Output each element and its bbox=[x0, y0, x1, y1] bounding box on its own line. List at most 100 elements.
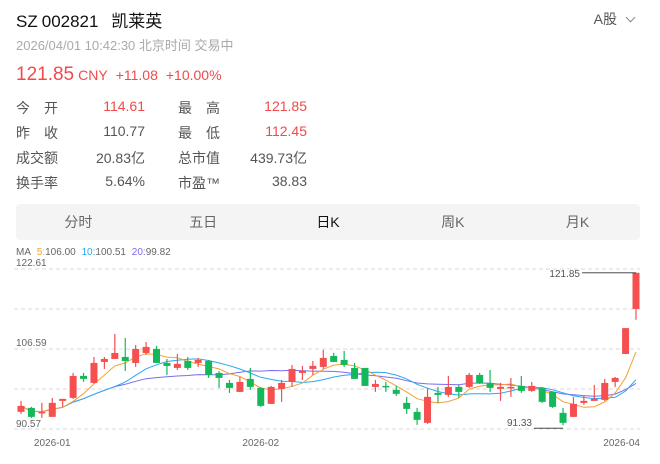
x-tick-label: 2026-04 bbox=[603, 438, 640, 449]
period-tabs: 分时 五日 日K 周K 月K bbox=[16, 204, 640, 240]
candle-up bbox=[288, 368, 296, 382]
ma5-value: 106.00 bbox=[45, 247, 76, 258]
candle-down bbox=[549, 391, 557, 407]
x-tick-label: 2026-02 bbox=[242, 438, 279, 449]
stat-value: 439.73亿 bbox=[250, 150, 307, 166]
tab-2[interactable]: 日K bbox=[316, 214, 340, 230]
candle-down bbox=[330, 355, 338, 362]
candle-up bbox=[17, 405, 25, 412]
tab-4[interactable]: 月K bbox=[565, 214, 590, 230]
candle-down bbox=[351, 367, 359, 379]
candle-up bbox=[309, 365, 317, 369]
candle-down bbox=[517, 385, 525, 391]
candle-down bbox=[121, 356, 129, 361]
ma5-line bbox=[20, 351, 637, 413]
candle-up bbox=[580, 400, 588, 403]
candle-down bbox=[225, 382, 233, 388]
y-tick-label: 106.59 bbox=[16, 338, 47, 349]
candle-up bbox=[569, 403, 577, 417]
stat-label: 总市值 bbox=[178, 150, 220, 166]
candle-up bbox=[371, 383, 379, 387]
stat-value: 114.61 bbox=[103, 98, 145, 114]
stat-value: 20.83亿 bbox=[95, 150, 145, 166]
candle-down bbox=[538, 387, 546, 402]
candle-up bbox=[622, 328, 630, 354]
x-tick-label: 2026-01 bbox=[34, 438, 71, 449]
stat-value: 5.64% bbox=[105, 173, 145, 189]
candle-up bbox=[298, 370, 306, 373]
candle-down bbox=[215, 372, 223, 378]
candle-up bbox=[632, 272, 640, 309]
candle-up bbox=[69, 375, 77, 398]
candle-down bbox=[340, 359, 348, 365]
candle-up bbox=[236, 381, 244, 392]
candle-up bbox=[111, 352, 119, 359]
stock-title: SZ 002821 凯莱英 bbox=[16, 7, 170, 32]
candle-down bbox=[392, 389, 400, 394]
candle-down bbox=[486, 382, 494, 388]
stock-code: 002821 bbox=[41, 12, 99, 31]
candle-down bbox=[184, 360, 192, 368]
ma20-key: 20: bbox=[131, 247, 146, 258]
stat-label: 成交额 bbox=[16, 150, 58, 166]
max-price-label: 121.85 bbox=[549, 269, 580, 280]
candle-up bbox=[319, 357, 327, 367]
tab-0[interactable]: 分时 bbox=[64, 214, 93, 230]
ma10-value: 100.51 bbox=[95, 247, 126, 258]
y-tick-label: 122.61 bbox=[16, 258, 47, 269]
candle-up bbox=[38, 411, 46, 414]
stat-label: 换手率 bbox=[16, 175, 58, 191]
candle-up bbox=[173, 363, 181, 368]
candle-up bbox=[465, 374, 473, 387]
candle-up bbox=[601, 382, 609, 400]
candle-down bbox=[80, 375, 88, 379]
market-selector[interactable]: A股 bbox=[593, 9, 636, 29]
price-change-pct: +10.00% bbox=[165, 67, 222, 83]
candle-down bbox=[246, 378, 254, 387]
y-tick-label: 90.57 bbox=[16, 419, 41, 430]
candle-up bbox=[590, 398, 598, 401]
candle-down bbox=[382, 385, 390, 388]
ma5-key: 5: bbox=[36, 247, 46, 258]
candle-down bbox=[476, 374, 484, 383]
candle-up bbox=[278, 382, 286, 389]
candle-down bbox=[205, 360, 213, 375]
current-price: 121.85 bbox=[16, 64, 75, 85]
stat-label: 市盈™ bbox=[178, 175, 220, 191]
candle-down bbox=[361, 367, 369, 386]
candle-down bbox=[153, 348, 161, 363]
stat-label: 最 低 bbox=[178, 125, 220, 141]
currency: CNY bbox=[78, 67, 108, 83]
candle-up bbox=[611, 377, 619, 382]
stat-label: 最 高 bbox=[178, 100, 220, 116]
price-change: +11.08 bbox=[115, 67, 158, 83]
market-label: A股 bbox=[593, 11, 617, 27]
candle-up bbox=[132, 348, 140, 363]
candle-up bbox=[90, 362, 98, 383]
candle-up bbox=[444, 386, 452, 395]
tab-1[interactable]: 五日 bbox=[189, 214, 218, 230]
ma-legend: MA 5:106.00 10:100.51 20:99.82 bbox=[16, 247, 174, 258]
candle-up bbox=[496, 386, 504, 389]
quote-line: 121.85 CNY +11.08 +10.00% bbox=[16, 64, 230, 86]
candle-up bbox=[194, 359, 202, 363]
candle-down bbox=[434, 392, 442, 395]
candle-up bbox=[142, 346, 150, 353]
candle-down bbox=[559, 412, 567, 423]
candle-down bbox=[257, 387, 265, 406]
candle-up bbox=[424, 396, 432, 423]
stat-value: 121.85 bbox=[264, 98, 307, 114]
candle-down bbox=[413, 411, 421, 420]
ma10-key: 10: bbox=[81, 247, 96, 258]
tab-3[interactable]: 周K bbox=[441, 214, 465, 230]
stat-value: 110.77 bbox=[103, 123, 145, 139]
candle-down bbox=[455, 386, 463, 392]
candle-up bbox=[267, 386, 275, 404]
ma20-value: 99.82 bbox=[145, 247, 171, 258]
stock-name: 凯莱英 bbox=[111, 12, 163, 31]
candle-down bbox=[163, 362, 171, 366]
candle-down bbox=[27, 407, 35, 417]
exchange-code: SZ bbox=[16, 12, 38, 31]
stat-value: 112.45 bbox=[265, 123, 307, 139]
